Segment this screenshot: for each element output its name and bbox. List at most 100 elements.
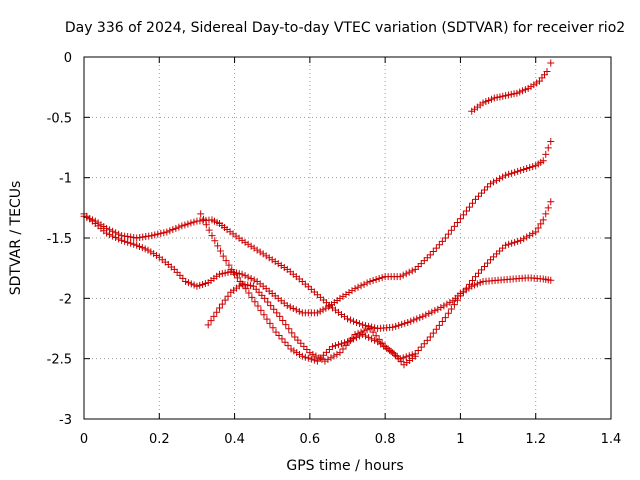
y-tick-label: -3 xyxy=(59,413,72,428)
data-point-marker xyxy=(321,357,329,365)
data-point-marker xyxy=(378,339,386,347)
data-point-marker xyxy=(444,309,452,317)
data-point-marker xyxy=(283,302,291,310)
data-point-marker xyxy=(481,262,489,270)
data-point-marker xyxy=(362,322,370,330)
data-point-marker xyxy=(520,235,528,243)
data-point-marker xyxy=(547,59,555,67)
data-point-marker xyxy=(219,252,227,260)
data-point-marker xyxy=(187,219,195,227)
data-points xyxy=(80,59,555,369)
data-point-marker xyxy=(417,343,425,351)
data-point-marker xyxy=(325,345,333,353)
data-point-marker xyxy=(395,321,403,329)
data-point-marker xyxy=(268,256,276,264)
data-point-marker xyxy=(127,239,135,247)
data-point-marker xyxy=(347,336,355,344)
data-point-marker xyxy=(396,273,404,281)
data-point-marker xyxy=(205,226,213,234)
data-point-marker xyxy=(303,345,311,353)
data-point-marker xyxy=(109,232,117,240)
data-point-marker xyxy=(351,285,359,293)
data-point-marker xyxy=(443,300,451,308)
data-point-marker xyxy=(319,351,327,359)
data-point-marker xyxy=(371,336,379,344)
data-point-marker xyxy=(181,221,189,229)
data-point-marker xyxy=(423,254,431,262)
data-point-marker xyxy=(468,276,476,284)
data-point-marker xyxy=(264,298,272,306)
data-point-marker xyxy=(124,238,132,246)
data-point-marker xyxy=(404,318,412,326)
data-point-marker xyxy=(496,247,504,255)
y-tick-label: -1.5 xyxy=(47,232,72,247)
y-tick-label: -0.5 xyxy=(47,111,72,126)
data-point-marker xyxy=(529,163,537,171)
chart-title: Day 336 of 2024, Sidereal Day-to-day VTE… xyxy=(65,20,625,36)
data-point-marker xyxy=(242,285,250,293)
data-point-marker xyxy=(260,311,268,319)
data-point-marker xyxy=(330,352,338,360)
data-point-marker xyxy=(347,316,355,324)
x-tick-label: 0.6 xyxy=(300,432,321,447)
data-point-marker xyxy=(301,353,309,361)
data-point-marker xyxy=(523,164,531,172)
data-point-marker xyxy=(254,302,262,310)
data-point-marker xyxy=(178,222,186,230)
data-point-marker xyxy=(378,274,386,282)
data-point-marker xyxy=(547,276,555,284)
data-point-marker xyxy=(499,173,507,181)
data-point-marker xyxy=(514,237,522,245)
data-point-marker xyxy=(529,230,537,238)
data-point-marker xyxy=(462,284,470,292)
data-point-marker xyxy=(490,178,498,186)
data-point-marker xyxy=(157,229,165,237)
data-point-marker xyxy=(399,271,407,279)
data-point-marker xyxy=(244,240,252,248)
data-point-marker xyxy=(166,227,174,235)
data-point-marker xyxy=(428,308,436,316)
data-point-marker xyxy=(118,236,126,244)
data-point-marker xyxy=(272,328,280,336)
data-point-marker xyxy=(399,354,407,362)
data-point-marker xyxy=(207,317,215,325)
data-point-marker xyxy=(499,244,507,252)
x-tick-label: 0.2 xyxy=(149,432,170,447)
data-point-marker xyxy=(225,261,233,269)
data-point-marker xyxy=(112,234,120,242)
x-tick-label: 0.4 xyxy=(224,432,245,447)
data-point-marker xyxy=(337,340,345,348)
data-point-marker xyxy=(453,219,461,227)
data-point-marker xyxy=(429,329,437,337)
data-point-marker xyxy=(269,324,277,332)
series-4 xyxy=(197,210,419,369)
data-point-marker xyxy=(532,228,540,236)
data-point-marker xyxy=(493,176,501,184)
data-point-marker xyxy=(238,270,246,278)
data-point-marker xyxy=(257,306,265,314)
data-point-marker xyxy=(216,247,224,255)
data-point-marker xyxy=(441,234,449,242)
data-point-marker xyxy=(322,348,330,356)
data-point-marker xyxy=(447,226,455,234)
data-point-marker xyxy=(369,276,377,284)
data-point-marker xyxy=(389,323,397,331)
data-point-marker xyxy=(459,288,467,296)
data-point-marker xyxy=(465,280,473,288)
data-point-marker xyxy=(121,237,129,245)
data-point-marker xyxy=(362,332,370,340)
data-point-marker xyxy=(130,240,138,248)
data-point-marker xyxy=(405,268,413,276)
data-point-marker xyxy=(414,346,422,354)
data-point-marker xyxy=(543,67,551,75)
data-point-marker xyxy=(434,305,442,313)
data-point-marker xyxy=(517,236,525,244)
x-tick-label: 1.2 xyxy=(525,432,546,447)
data-point-marker xyxy=(221,296,229,304)
data-point-marker xyxy=(511,168,519,176)
data-point-marker xyxy=(233,274,241,282)
series-3 xyxy=(204,198,555,365)
data-point-marker xyxy=(103,229,111,237)
data-point-marker xyxy=(435,241,443,249)
data-point-marker xyxy=(502,241,510,249)
